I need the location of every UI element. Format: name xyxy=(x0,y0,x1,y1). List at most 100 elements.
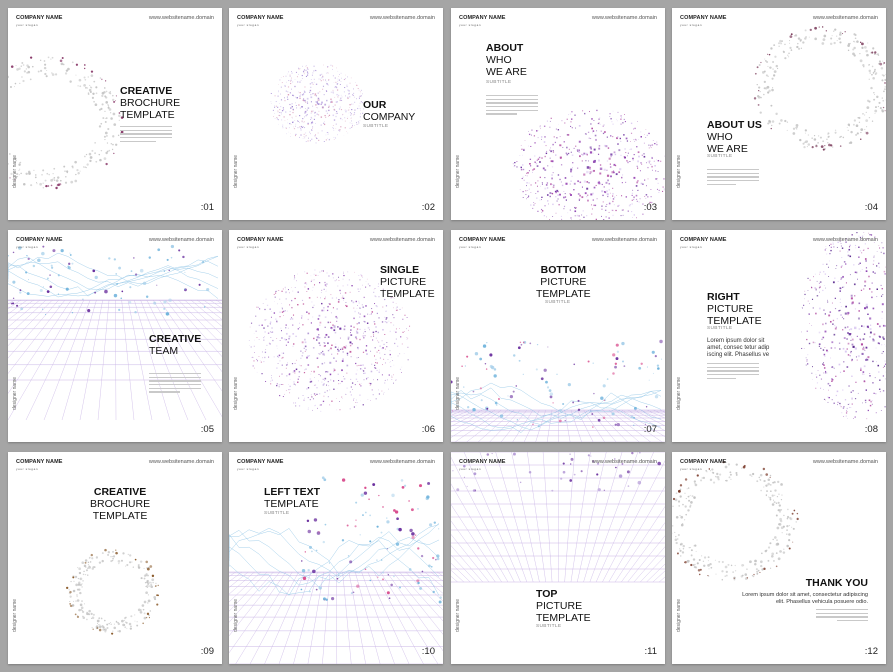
slogan: your slogan xyxy=(459,467,482,471)
subtitle: SUBTITLE xyxy=(486,80,512,85)
company-name: COMPANY NAME xyxy=(459,15,506,21)
page-number: :02 xyxy=(421,202,435,213)
ring-pattern xyxy=(672,463,797,581)
page-title: SINGLE PICTURE TEMPLATE xyxy=(380,264,435,300)
company-name: COMPANY NAME xyxy=(459,459,506,465)
scatter-pattern xyxy=(300,476,442,604)
grid-pattern xyxy=(229,571,443,664)
company-name: COMPANY NAME xyxy=(16,15,63,21)
brochure-page-09: COMPANY NAME your slogan www.websitename… xyxy=(8,452,222,664)
body-paragraph: Lorem ipsum dolor sit amet, consectetur … xyxy=(742,592,868,605)
hexagon-dots-illustration xyxy=(248,269,411,412)
blob-pattern xyxy=(512,109,665,220)
brochure-page-04: COMPANY NAME your slogan www.websitename… xyxy=(672,8,886,220)
pixel-cloud-illustration xyxy=(270,64,365,144)
brochure-page-12: COMPANY NAME your slogan www.websitename… xyxy=(672,452,886,664)
page-number: :10 xyxy=(421,646,435,657)
page-title: TOP PICTURE TEMPLATE xyxy=(536,588,591,624)
waves-pattern xyxy=(229,522,440,596)
page-title: BOTTOM PICTURE TEMPLATE xyxy=(536,264,591,300)
placeholder-text-lines xyxy=(707,363,759,381)
slogan: your slogan xyxy=(237,245,260,249)
website-url: www.websitename.domain xyxy=(812,15,878,21)
brochure-page-02: COMPANY NAME your slogan www.websitename… xyxy=(229,8,443,220)
page-title: CREATIVE BROCHURE TEMPLATE xyxy=(90,486,151,522)
brochure-page-05: COMPANY NAME your slogan www.websitename… xyxy=(8,230,222,442)
website-url: www.websitename.domain xyxy=(148,237,214,243)
scatter-pattern xyxy=(8,244,210,316)
slogan: your slogan xyxy=(16,245,39,249)
page-number: :04 xyxy=(864,202,878,213)
slogan: your slogan xyxy=(459,245,482,249)
slogan: your slogan xyxy=(237,467,260,471)
ring-pattern xyxy=(753,26,886,151)
blob-pattern xyxy=(801,232,886,420)
page-number: :06 xyxy=(421,424,435,435)
dotted-ring-illustration xyxy=(672,461,799,581)
page-number: :05 xyxy=(200,424,214,435)
designer-name: designer name xyxy=(233,376,239,410)
slogan: your slogan xyxy=(237,23,260,27)
page-title: ABOUT WHO WE ARE xyxy=(486,42,527,78)
website-url: www.websitename.domain xyxy=(591,459,657,465)
slogan: your slogan xyxy=(680,467,703,471)
page-number: :01 xyxy=(200,202,214,213)
hexagon-dots-illustration xyxy=(801,232,886,420)
blob-pattern xyxy=(248,269,411,412)
page-title: LEFT TEXT TEMPLATE xyxy=(264,486,320,510)
designer-name: designer name xyxy=(676,154,682,188)
placeholder-text-lines xyxy=(816,609,868,624)
placeholder-text-lines xyxy=(149,373,201,395)
slogan: your slogan xyxy=(680,245,703,249)
perspective-grid-illustration xyxy=(8,244,222,421)
page-title: CREATIVE BROCHURE TEMPLATE xyxy=(120,85,181,121)
page-title: CREATIVE TEAM xyxy=(149,333,202,357)
page-number: :07 xyxy=(643,424,657,435)
brochure-page-01: COMPANY NAME your slogan www.websitename… xyxy=(8,8,222,220)
perspective-grid-illustration xyxy=(451,339,665,442)
designer-name: designer name xyxy=(676,598,682,632)
website-url: www.websitename.domain xyxy=(369,15,435,21)
grid-pattern xyxy=(8,299,222,421)
perspective-grid-illustration xyxy=(229,476,443,664)
page-number: :03 xyxy=(643,202,657,213)
subtitle: SUBTITLE xyxy=(707,326,733,331)
designer-name: designer name xyxy=(12,376,18,410)
company-name: COMPANY NAME xyxy=(680,15,727,21)
ring-pattern xyxy=(672,461,799,579)
website-url: www.websitename.domain xyxy=(369,237,435,243)
brochure-page-10: COMPANY NAME your slogan www.websitename… xyxy=(229,452,443,664)
page-number: :09 xyxy=(200,646,214,657)
slogan: your slogan xyxy=(16,467,39,471)
company-name: COMPANY NAME xyxy=(16,237,63,243)
website-url: www.websitename.domain xyxy=(591,237,657,243)
page-title: THANK YOU xyxy=(805,577,868,589)
designer-name: designer name xyxy=(455,376,461,410)
ring-pattern xyxy=(9,56,124,190)
blob-pattern xyxy=(270,64,365,144)
page-number: :11 xyxy=(644,646,657,657)
website-url: www.websitename.domain xyxy=(369,459,435,465)
company-name: COMPANY NAME xyxy=(237,15,284,21)
hexagon-dots-illustration xyxy=(512,109,665,220)
brochure-page-06: COMPANY NAME your slogan www.websitename… xyxy=(229,230,443,442)
subtitle: SUBTITLE xyxy=(264,511,290,516)
designer-name: designer name xyxy=(455,154,461,188)
website-url: www.websitename.domain xyxy=(812,237,878,243)
placeholder-text-lines xyxy=(486,95,538,117)
perspective-grid-illustration xyxy=(451,452,665,583)
slogan: your slogan xyxy=(16,23,39,27)
subtitle: SUBTITLE xyxy=(536,624,562,629)
subtitle: SUBTITLE xyxy=(707,154,733,159)
website-url: www.websitename.domain xyxy=(148,459,214,465)
subtitle: SUBTITLE xyxy=(545,300,571,305)
company-name: COMPANY NAME xyxy=(680,459,727,465)
page-title: OUR COMPANY xyxy=(363,99,416,123)
page-title: RIGHT PICTURE TEMPLATE xyxy=(707,291,762,327)
grid-pattern xyxy=(451,409,665,442)
ring-pattern xyxy=(68,550,158,633)
designer-name: designer name xyxy=(233,154,239,188)
waves-pattern xyxy=(451,382,662,433)
waves-pattern xyxy=(8,252,219,299)
grid-top-pattern xyxy=(451,452,665,583)
